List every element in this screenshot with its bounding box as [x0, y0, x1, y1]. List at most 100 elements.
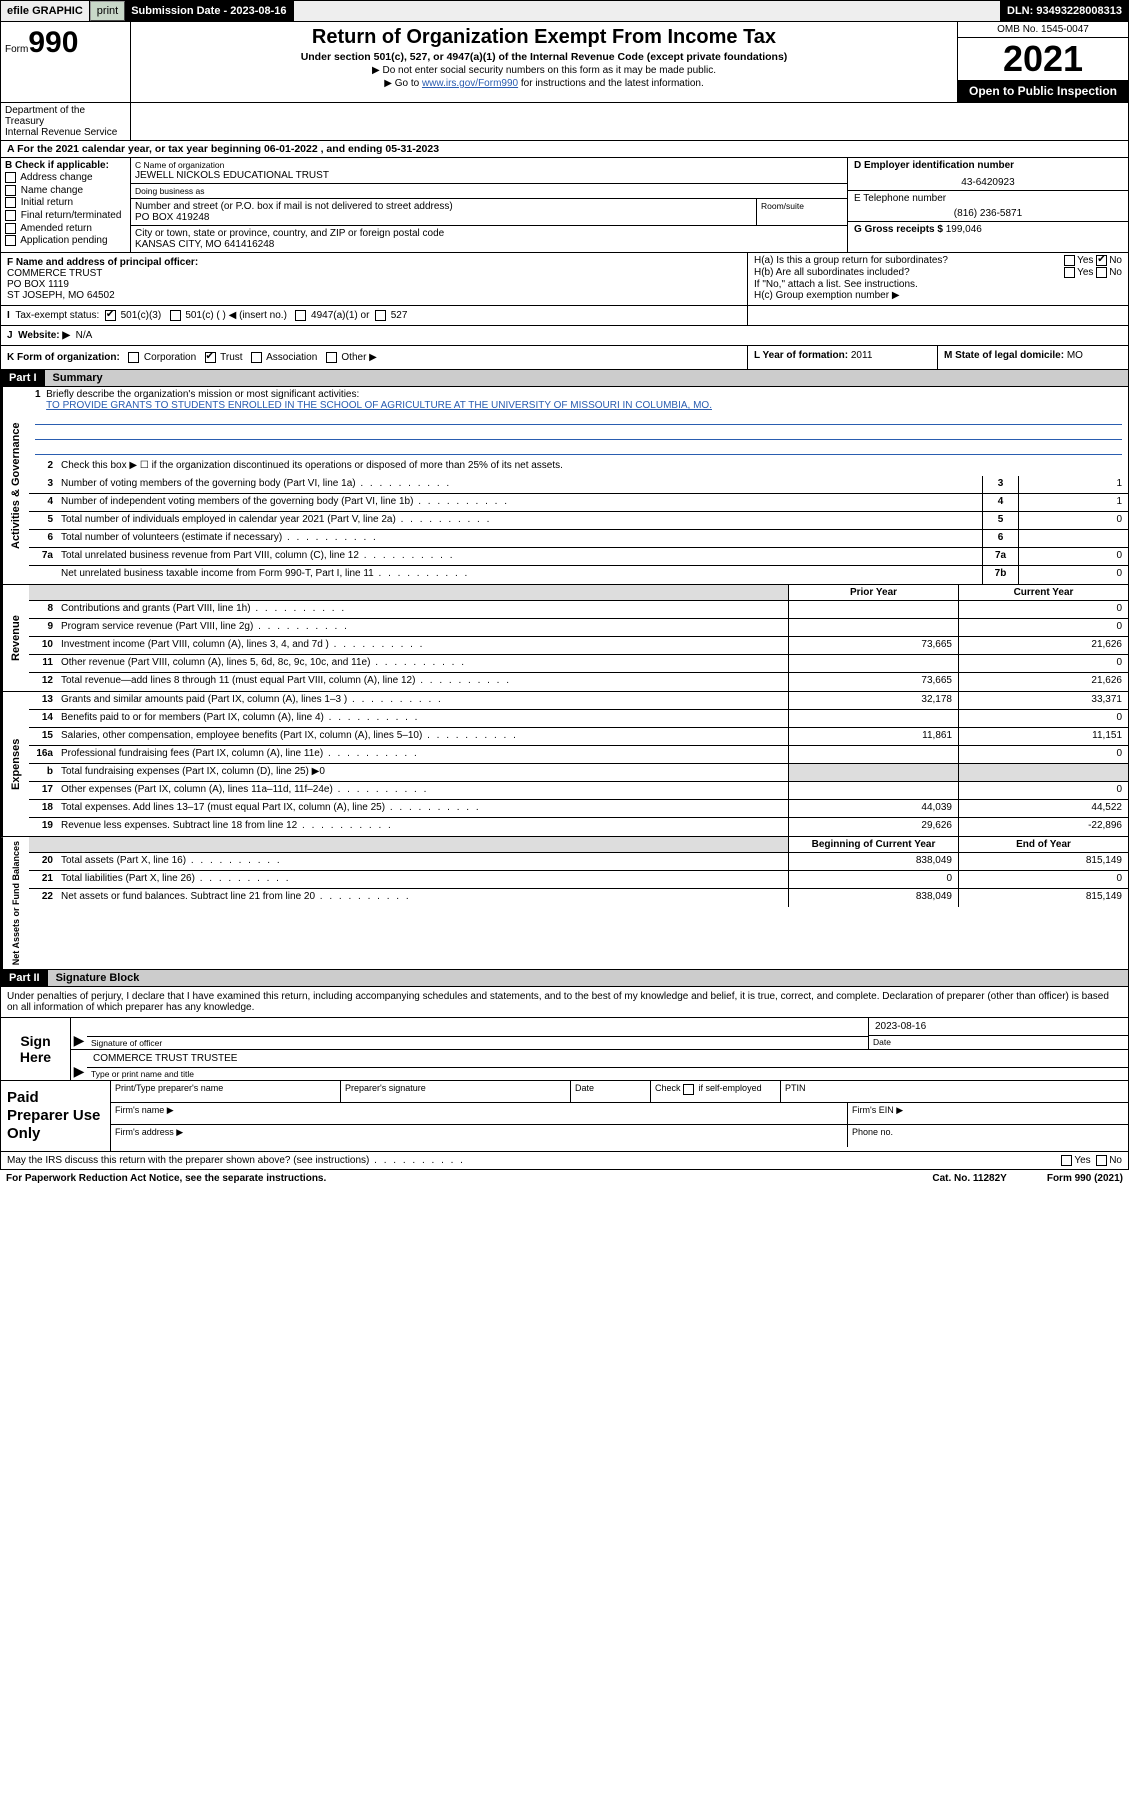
mission-blank-3 — [35, 443, 1122, 455]
section-revenue: Revenue Prior Year Current Year 8Contrib… — [0, 585, 1129, 692]
website-value: N/A — [76, 330, 93, 341]
k-assoc[interactable] — [251, 352, 262, 363]
l-value: 2011 — [851, 350, 873, 361]
sig-arrow-icon: ▶ — [71, 1018, 87, 1049]
data-line: 13Grants and similar amounts paid (Part … — [29, 692, 1128, 710]
submission-date: Submission Date - 2023-08-16 — [125, 1, 293, 21]
prep-name-hdr: Print/Type preparer's name — [111, 1081, 341, 1102]
k-other[interactable] — [326, 352, 337, 363]
ha-no[interactable] — [1096, 255, 1107, 266]
k-trust[interactable] — [205, 352, 216, 363]
title-box: Return of Organization Exempt From Incom… — [131, 22, 958, 102]
gov-line: 3Number of voting members of the governi… — [29, 476, 1128, 494]
instruction-1: Do not enter social security numbers on … — [139, 65, 949, 76]
527-check[interactable] — [375, 310, 386, 321]
data-line: 14Benefits paid to or for members (Part … — [29, 710, 1128, 728]
vlabel-netassets: Net Assets or Fund Balances — [1, 837, 29, 969]
k-corp[interactable] — [128, 352, 139, 363]
officer-name: COMMERCE TRUST TRUSTEE — [87, 1050, 1128, 1067]
instruction-2: Go to www.irs.gov/Form990 for instructio… — [139, 78, 949, 89]
phone-value: (816) 236-5871 — [854, 208, 1122, 219]
irs-yes[interactable] — [1061, 1155, 1072, 1166]
row-j: J Website: ▶ N/A — [0, 326, 1129, 346]
line-a: A For the 2021 calendar year, or tax yea… — [0, 141, 1129, 158]
row-i: I Tax-exempt status: 501(c)(3) 501(c) ( … — [0, 306, 1129, 326]
opt-name-change[interactable]: Name change — [5, 185, 126, 198]
mission-blank-2 — [35, 428, 1122, 440]
prior-year-hdr: Prior Year — [788, 585, 958, 600]
begin-year-hdr: Beginning of Current Year — [788, 837, 958, 852]
f-l3: ST JOSEPH, MO 64502 — [7, 290, 741, 301]
data-line: 11Other revenue (Part VIII, column (A), … — [29, 655, 1128, 673]
open-public-badge: Open to Public Inspection — [958, 80, 1128, 102]
self-employed-check[interactable] — [683, 1084, 694, 1095]
ein-value: 43-6420923 — [854, 177, 1122, 188]
gov-line: 5Total number of individuals employed in… — [29, 512, 1128, 530]
hb-no[interactable] — [1096, 267, 1107, 278]
website-label: Website: ▶ — [18, 330, 70, 341]
firm-name-label: Firm's name ▶ — [111, 1103, 848, 1124]
part1-label: Part I — [1, 370, 45, 386]
ha-label: H(a) Is this a group return for subordin… — [754, 255, 1064, 266]
opt-amended[interactable]: Amended return — [5, 223, 126, 236]
irs-link[interactable]: www.irs.gov/Form990 — [422, 78, 518, 89]
street-label: Number and street (or P.O. box if mail i… — [135, 201, 752, 212]
4947-check[interactable] — [295, 310, 306, 321]
hb-yes[interactable] — [1064, 267, 1075, 278]
firm-addr-label: Firm's address ▶ — [111, 1125, 848, 1147]
firm-phone-label: Phone no. — [848, 1125, 1128, 1147]
data-line: 19Revenue less expenses. Subtract line 1… — [29, 818, 1128, 836]
officer-name-label: Type or print name and title — [87, 1067, 1128, 1080]
gov-line: 7aTotal unrelated business revenue from … — [29, 548, 1128, 566]
officer-signature[interactable] — [87, 1018, 868, 1036]
opt-app-pending[interactable]: Application pending — [5, 235, 126, 248]
section-netassets: Net Assets or Fund Balances Beginning of… — [0, 837, 1129, 970]
box-c: C Name of organization JEWELL NICKOLS ED… — [131, 158, 848, 252]
firm-ein-label: Firm's EIN ▶ — [848, 1103, 1128, 1124]
opt-address-change[interactable]: Address change — [5, 172, 126, 185]
ha-yes[interactable] — [1064, 255, 1075, 266]
data-line: bTotal fundraising expenses (Part IX, co… — [29, 764, 1128, 782]
phone-label: E Telephone number — [854, 193, 1122, 204]
opt-initial-return[interactable]: Initial return — [5, 197, 126, 210]
data-line: 18Total expenses. Add lines 13–17 (must … — [29, 800, 1128, 818]
501c3-check[interactable] — [105, 310, 116, 321]
form-number-box: Form990 — [1, 22, 131, 102]
sig-date: 2023-08-16 — [869, 1018, 1128, 1035]
hc-label: H(c) Group exemption number ▶ — [754, 290, 1122, 301]
end-year-hdr: End of Year — [958, 837, 1128, 852]
irs-no[interactable] — [1096, 1155, 1107, 1166]
501c-check[interactable] — [170, 310, 181, 321]
part1-title: Summary — [45, 370, 1128, 386]
tax-year: 2021 — [958, 38, 1128, 80]
gov-line: 4Number of independent voting members of… — [29, 494, 1128, 512]
data-line: 15Salaries, other compensation, employee… — [29, 728, 1128, 746]
mission-text: TO PROVIDE GRANTS TO STUDENTS ENROLLED I… — [46, 400, 712, 411]
form-number: 990 — [28, 26, 78, 59]
data-line: 21Total liabilities (Part X, line 26)00 — [29, 871, 1128, 889]
prep-date-hdr: Date — [571, 1081, 651, 1102]
city-label: City or town, state or province, country… — [135, 228, 843, 239]
m-value: MO — [1067, 350, 1083, 361]
print-button[interactable]: print — [90, 1, 125, 21]
f-label: F Name and address of principal officer: — [7, 257, 741, 268]
row-klm: K Form of organization: Corporation Trus… — [0, 346, 1129, 370]
f-l2: PO BOX 1119 — [7, 279, 741, 290]
sig-arrow-icon-2: ▶ — [71, 1050, 87, 1080]
part2-title: Signature Block — [48, 970, 1128, 986]
room-label: Room/suite — [757, 199, 847, 225]
prep-sig-hdr: Preparer's signature — [341, 1081, 571, 1102]
signature-declaration: Under penalties of perjury, I declare th… — [0, 987, 1129, 1018]
tax-status-label: Tax-exempt status: — [15, 310, 99, 321]
omb-number: OMB No. 1545-0047 — [958, 22, 1128, 38]
l-label: L Year of formation: — [754, 350, 848, 361]
box-f: F Name and address of principal officer:… — [1, 253, 748, 305]
ein-label: D Employer identification number — [854, 160, 1122, 171]
sig-date-label: Date — [869, 1035, 1128, 1048]
officer-sig-label: Signature of officer — [87, 1036, 868, 1049]
footer: For Paperwork Reduction Act Notice, see … — [0, 1170, 1129, 1187]
sign-here-block: Sign Here ▶ Signature of officer 2023-08… — [0, 1018, 1129, 1081]
top-toolbar: efile GRAPHIC print Submission Date - 20… — [0, 0, 1129, 22]
opt-final-return[interactable]: Final return/terminated — [5, 210, 126, 223]
form-header: Form990 Return of Organization Exempt Fr… — [0, 22, 1129, 103]
